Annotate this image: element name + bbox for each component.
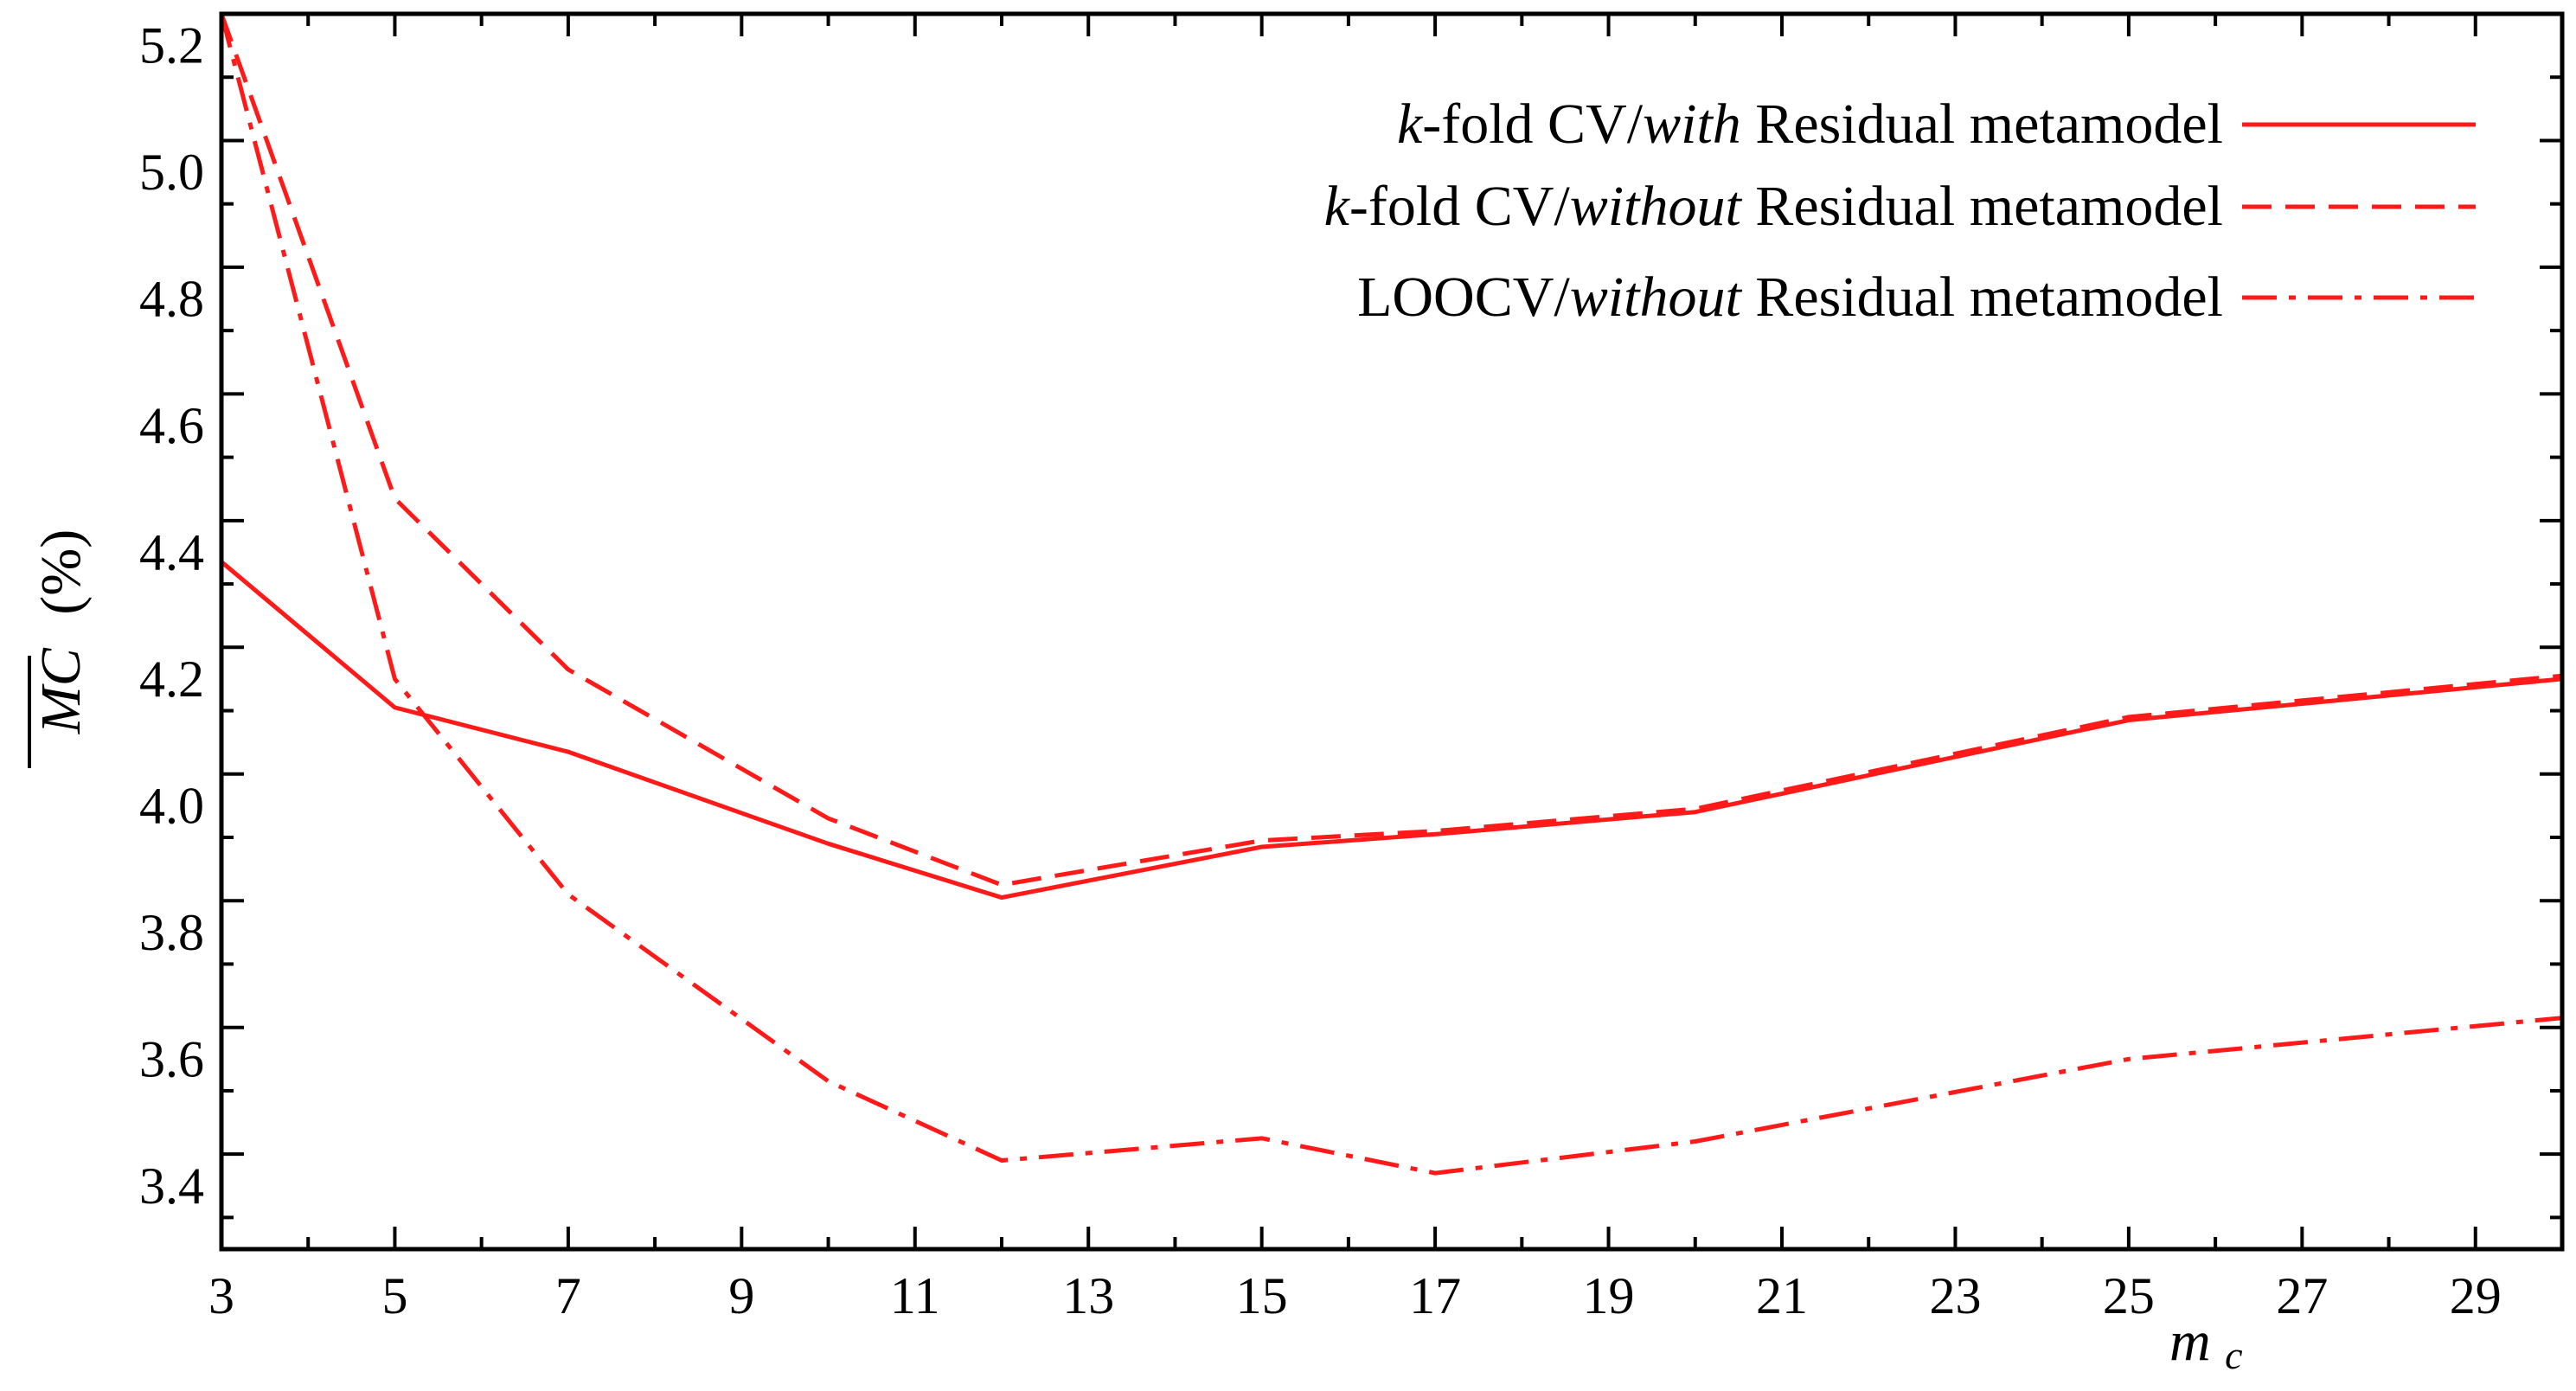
y-tick-label: 5.2 xyxy=(139,17,204,74)
y-tick-label: 3.6 xyxy=(139,1030,204,1087)
y-tick-label: 3.8 xyxy=(139,904,204,961)
y-tick-label: 4.4 xyxy=(139,523,204,580)
legend-label-1: k-fold CV/with Residual metamodel xyxy=(1397,93,2223,156)
legend-label-part: -fold CV/ xyxy=(1349,175,1570,238)
legend-label-part: k xyxy=(1324,175,1351,238)
x-axis-label-subscript: c xyxy=(2225,1333,2242,1377)
x-tick-label: 27 xyxy=(2276,1267,2328,1324)
x-tick-label: 25 xyxy=(2103,1267,2155,1324)
y-tick-label: 4.6 xyxy=(139,397,204,454)
plot-frame xyxy=(219,11,2565,1252)
x-tick-label: 17 xyxy=(1409,1267,1461,1324)
legend-label-part: k xyxy=(1397,93,1424,156)
y-tick-label: 3.4 xyxy=(139,1157,204,1215)
x-tick-label: 11 xyxy=(890,1267,940,1324)
legend-label-2: k-fold CV/without Residual metamodel xyxy=(1324,175,2223,238)
x-axis-label-symbol: m xyxy=(2169,1310,2211,1373)
legend-label-part: without xyxy=(1570,266,1743,329)
x-tick-label: 3 xyxy=(208,1267,234,1324)
x-tick-label: 29 xyxy=(2450,1267,2502,1324)
x-tick-label: 5 xyxy=(381,1267,407,1324)
y-tick-label: 4.8 xyxy=(139,271,204,328)
x-tick-label: 21 xyxy=(1756,1267,1808,1324)
legend-label-3: LOOCV/without Residual metamodel xyxy=(1357,266,2223,329)
legend-label-part: with xyxy=(1643,93,1741,156)
x-axis-label: m c xyxy=(2169,1310,2243,1377)
x-tick-label: 19 xyxy=(1583,1267,1635,1324)
y-axis-label: MC (%) xyxy=(28,529,93,768)
legend-label-part: -fold CV/ xyxy=(1422,93,1643,156)
x-tick-label: 9 xyxy=(728,1267,754,1324)
legend-label-part: LOOCV/ xyxy=(1357,266,1570,329)
y-axis-label-unit: (%) xyxy=(29,529,93,615)
y-tick-label: 5.0 xyxy=(139,144,204,201)
legend: k-fold CV/with Residual metamodelk-fold … xyxy=(1324,93,2476,329)
svg-text:MC (%): MC (%) xyxy=(29,529,93,734)
x-tick-label: 7 xyxy=(555,1267,581,1324)
y-axis-label-symbol: MC xyxy=(29,647,93,734)
x-tick-label: 15 xyxy=(1236,1267,1288,1324)
legend-label-part: without xyxy=(1570,175,1743,238)
legend-label-part: Residual metamodel xyxy=(1741,93,2223,156)
x-tick-label: 23 xyxy=(1929,1267,1981,1324)
series-line-2 xyxy=(221,14,2562,888)
series-line-3 xyxy=(221,14,2562,1176)
x-tick-label: 13 xyxy=(1062,1267,1114,1324)
legend-label-part: Residual metamodel xyxy=(1741,266,2223,329)
series-line-1 xyxy=(221,560,2562,901)
legend-label-part: Residual metamodel xyxy=(1741,175,2223,238)
y-tick-label: 4.0 xyxy=(139,777,204,834)
y-tick-label: 4.2 xyxy=(139,651,204,708)
